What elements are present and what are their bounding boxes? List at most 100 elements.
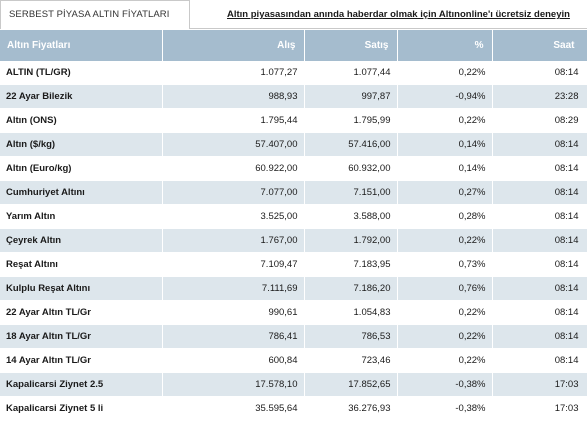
table-body: ALTIN (TL/GR) 1.077,27 1.077,44 0,22% 08:14 2… <box>0 61 587 421</box>
table-row[interactable]: Yarım Altın 3.525,00 3.588,00 0,28% 08:14 <box>0 204 587 229</box>
table-header-row: Altın Fiyatları Alış Satış % Saat <box>0 30 587 61</box>
column-header-buy[interactable]: Alış <box>162 30 305 61</box>
top-bar: SERBEST PİYASA ALTIN FİYATLARI Altın piy… <box>0 0 587 29</box>
row-name-cell: Altın (ONS) <box>0 108 163 133</box>
row-time-cell: 08:14 <box>492 204 587 229</box>
table-row[interactable]: Cumhuriyet Altını 7.077,00 7.151,00 0,27% 08… <box>0 180 587 205</box>
row-buy-cell: 17.578,10 <box>162 372 305 397</box>
row-name-cell: Kulplu Reşat Altını <box>0 276 163 301</box>
row-percent-cell: -0,94% <box>397 84 493 109</box>
row-buy-cell: 1.767,00 <box>162 228 305 253</box>
row-sell-cell: 7.183,95 <box>304 252 398 277</box>
row-sell-cell: 723,46 <box>304 348 398 373</box>
row-name-cell: Reşat Altını <box>0 252 163 277</box>
table-row[interactable]: Kapalicarsi Ziynet 2.5 17.578,10 17.852,65… <box>0 372 587 397</box>
row-percent-cell: 0,27% <box>397 180 493 205</box>
row-name-cell: Cumhuriyet Altını <box>0 180 163 205</box>
row-sell-cell: 7.151,00 <box>304 180 398 205</box>
row-sell-cell: 786,53 <box>304 324 398 349</box>
row-time-cell: 08:14 <box>492 276 587 301</box>
row-percent-cell: 0,22% <box>397 324 493 349</box>
row-name-cell: Altın (Euro/kg) <box>0 156 163 181</box>
table-row[interactable]: ALTIN (TL/GR) 1.077,27 1.077,44 0,22% 08:14 <box>0 61 587 85</box>
row-time-cell: 08:14 <box>492 348 587 373</box>
row-buy-cell: 35.595,64 <box>162 396 305 421</box>
row-percent-cell: 0,14% <box>397 132 493 157</box>
row-name-cell: Çeyrek Altın <box>0 228 163 253</box>
row-time-cell: 08:14 <box>492 252 587 277</box>
promo-banner: Altın piyasasından anında haberdar olmak… <box>190 0 587 29</box>
row-percent-cell: 0,28% <box>397 204 493 229</box>
gold-prices-table: Altın Fiyatları Alış Satış % Saat ALTIN … <box>0 30 587 421</box>
row-percent-cell: -0,38% <box>397 372 493 397</box>
table-row[interactable]: 18 Ayar Altın TL/Gr 786,41 786,53 0,22% 08:1… <box>0 324 587 349</box>
row-time-cell: 08:14 <box>492 132 587 157</box>
row-name-cell: 22 Ayar Bilezik <box>0 84 163 109</box>
table-row[interactable]: Reşat Altını 7.109,47 7.183,95 0,73% 08:14 <box>0 252 587 277</box>
row-time-cell: 08:14 <box>492 324 587 349</box>
row-buy-cell: 60.922,00 <box>162 156 305 181</box>
row-time-cell: 08:14 <box>492 180 587 205</box>
row-buy-cell: 990,61 <box>162 300 305 325</box>
row-percent-cell: 0,14% <box>397 156 493 181</box>
row-buy-cell: 1.077,27 <box>162 61 305 85</box>
row-sell-cell: 7.186,20 <box>304 276 398 301</box>
row-name-cell: Kapalicarsi Ziynet 5 li <box>0 396 163 421</box>
row-percent-cell: 0,22% <box>397 348 493 373</box>
row-sell-cell: 997,87 <box>304 84 398 109</box>
row-percent-cell: 0,22% <box>397 61 493 85</box>
row-sell-cell: 57.416,00 <box>304 132 398 157</box>
row-time-cell: 17:03 <box>492 396 587 421</box>
row-percent-cell: 0,76% <box>397 276 493 301</box>
row-sell-cell: 3.588,00 <box>304 204 398 229</box>
promo-link[interactable]: Altın piyasasından anında haberdar olmak… <box>227 9 570 20</box>
row-time-cell: 23:28 <box>492 84 587 109</box>
row-name-cell: 18 Ayar Altın TL/Gr <box>0 324 163 349</box>
table-row[interactable]: Altın ($/kg) 57.407,00 57.416,00 0,14% 08:14 <box>0 132 587 157</box>
row-sell-cell: 1.077,44 <box>304 61 398 85</box>
row-name-cell: Kapalicarsi Ziynet 2.5 <box>0 372 163 397</box>
column-header-time[interactable]: Saat <box>492 30 587 61</box>
row-time-cell: 08:14 <box>492 300 587 325</box>
table-row[interactable]: Kulplu Reşat Altını 7.111,69 7.186,20 0,76%… <box>0 276 587 301</box>
row-name-cell: 22 Ayar Altın TL/Gr <box>0 300 163 325</box>
row-name-cell: Altın ($/kg) <box>0 132 163 157</box>
table-row[interactable]: Altın (Euro/kg) 60.922,00 60.932,00 0,14% 08… <box>0 156 587 181</box>
row-percent-cell: 0,22% <box>397 300 493 325</box>
table-row[interactable]: Kapalicarsi Ziynet 5 li 35.595,64 36.276,9… <box>0 396 587 421</box>
row-buy-cell: 786,41 <box>162 324 305 349</box>
row-name-cell: 14 Ayar Altın TL/Gr <box>0 348 163 373</box>
tab-serbest-piyasa[interactable]: SERBEST PİYASA ALTIN FİYATLARI <box>0 0 190 29</box>
row-percent-cell: 0,22% <box>397 228 493 253</box>
row-buy-cell: 7.077,00 <box>162 180 305 205</box>
row-buy-cell: 7.109,47 <box>162 252 305 277</box>
row-sell-cell: 1.795,99 <box>304 108 398 133</box>
row-name-cell: ALTIN (TL/GR) <box>0 61 163 85</box>
table-row[interactable]: 22 Ayar Altın TL/Gr 990,61 1.054,83 0,22% 08… <box>0 300 587 325</box>
table-row[interactable]: 22 Ayar Bilezik 988,93 997,87 -0,94% 23:28 <box>0 84 587 109</box>
row-sell-cell: 1.054,83 <box>304 300 398 325</box>
row-percent-cell: -0,38% <box>397 396 493 421</box>
row-sell-cell: 36.276,93 <box>304 396 398 421</box>
row-percent-cell: 0,22% <box>397 108 493 133</box>
table-row[interactable]: Altın (ONS) 1.795,44 1.795,99 0,22% 08:29 <box>0 108 587 133</box>
row-buy-cell: 1.795,44 <box>162 108 305 133</box>
row-buy-cell: 988,93 <box>162 84 305 109</box>
column-header-percent[interactable]: % <box>397 30 493 61</box>
row-buy-cell: 57.407,00 <box>162 132 305 157</box>
row-sell-cell: 17.852,65 <box>304 372 398 397</box>
row-time-cell: 08:14 <box>492 156 587 181</box>
column-header-name[interactable]: Altın Fiyatları <box>0 30 163 61</box>
row-sell-cell: 60.932,00 <box>304 156 398 181</box>
row-sell-cell: 1.792,00 <box>304 228 398 253</box>
column-header-sell[interactable]: Satış <box>304 30 398 61</box>
row-name-cell: Yarım Altın <box>0 204 163 229</box>
row-buy-cell: 7.111,69 <box>162 276 305 301</box>
row-time-cell: 08:14 <box>492 61 587 85</box>
table-row[interactable]: 14 Ayar Altın TL/Gr 600,84 723,46 0,22% 08:1… <box>0 348 587 373</box>
row-buy-cell: 3.525,00 <box>162 204 305 229</box>
row-time-cell: 17:03 <box>492 372 587 397</box>
row-time-cell: 08:29 <box>492 108 587 133</box>
table-row[interactable]: Çeyrek Altın 1.767,00 1.792,00 0,22% 08:14 <box>0 228 587 253</box>
row-buy-cell: 600,84 <box>162 348 305 373</box>
